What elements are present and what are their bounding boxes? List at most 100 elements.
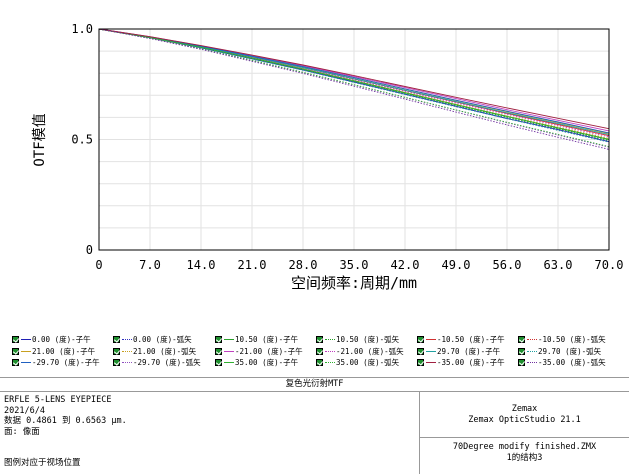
legend-item[interactable]: -29.70 (度)-弧矢 <box>113 357 201 368</box>
legend-item[interactable]: 0.00 (度)-弧矢 <box>113 334 192 345</box>
x-tick-label: 42.0 <box>391 258 420 272</box>
divider <box>419 437 629 438</box>
analysis-title: 复色光衍射MTF <box>0 378 629 392</box>
x-tick-label: 28.0 <box>289 258 318 272</box>
legend-label: 10.50 (度)-子午 <box>235 335 299 344</box>
legend: 0.00 (度)-子午 0.00 (度)-弧矢 10.50 (度)-子午 10.50 … <box>12 334 617 368</box>
legend-label: -10.50 (度)-弧矢 <box>538 335 606 344</box>
legend-item[interactable]: -10.50 (度)-弧矢 <box>518 334 606 345</box>
legend-label: -29.70 (度)-弧矢 <box>133 358 201 367</box>
series-line-15 <box>98 28 610 148</box>
series-line-11 <box>98 28 610 143</box>
legend-row: -29.70 (度)-子午 -29.70 (度)-弧矢 35.00 (度)-子午 35… <box>12 357 617 368</box>
checkbox-icon[interactable] <box>215 359 222 366</box>
checkbox-icon[interactable] <box>215 347 222 355</box>
legend-row: 21.00 (度)-子午 21.00 (度)-弧矢 -21.00 (度)-子午 -21… <box>12 346 617 357</box>
legend-swatch <box>325 350 335 352</box>
legend-swatch <box>527 362 537 363</box>
legend-swatch <box>325 339 335 340</box>
checkbox-icon[interactable] <box>113 347 120 355</box>
checkbox-icon[interactable] <box>113 336 120 343</box>
legend-label: 35.00 (度)-子午 <box>235 358 299 367</box>
legend-item[interactable]: 29.70 (度)-弧矢 <box>518 346 601 357</box>
divider <box>419 392 420 474</box>
checkbox-icon[interactable] <box>417 336 424 343</box>
legend-item[interactable]: 10.50 (度)-子午 <box>215 334 298 345</box>
legend-swatch <box>325 362 335 363</box>
checkbox-icon[interactable] <box>417 359 424 366</box>
legend-item[interactable]: 21.00 (度)-子午 <box>12 346 95 357</box>
legend-label: 0.00 (度)-子午 <box>32 335 91 344</box>
legend-swatch <box>122 350 132 352</box>
checkbox-icon[interactable] <box>113 359 120 366</box>
x-tick-label: 21.0 <box>238 258 267 272</box>
legend-label: 0.00 (度)-弧矢 <box>133 335 192 344</box>
checkbox-icon[interactable] <box>518 336 525 343</box>
info-right-top: Zemax Zemax OpticStudio 21.1 <box>420 404 629 426</box>
legend-swatch <box>122 362 132 363</box>
mtf-chart: 0 7.0 14.0 21.0 28.0 35.0 42.0 49.0 56.0 63.0 70.0… <box>32 22 623 292</box>
legend-item[interactable]: 21.00 (度)-弧矢 <box>113 346 196 357</box>
checkbox-icon[interactable] <box>12 347 19 355</box>
chart-series <box>98 28 610 150</box>
y-axis-title: OTF模值 <box>32 113 48 166</box>
series-line-14 <box>98 28 610 140</box>
legend-swatch <box>21 362 31 363</box>
series-line-16 <box>98 28 610 130</box>
legend-label: 21.00 (度)-弧矢 <box>133 346 197 356</box>
legend-item[interactable]: -21.00 (度)-弧矢 <box>316 346 404 357</box>
checkbox-icon[interactable] <box>316 347 323 355</box>
legend-item[interactable]: 29.70 (度)-子午 <box>417 346 500 357</box>
x-tick-label: 49.0 <box>442 258 471 272</box>
info-panel: 复色光衍射MTF ERFLE 5-LENS EYEPIECE 2021/6/4 … <box>0 377 629 474</box>
legend-item[interactable]: -29.70 (度)-子午 <box>12 357 100 368</box>
series-line-12 <box>98 28 610 134</box>
legend-swatch <box>426 339 436 340</box>
legend-swatch <box>224 362 234 363</box>
file-name: 70Degree modify finished.ZMX <box>452 442 597 452</box>
legend-label: -10.50 (度)-子午 <box>437 335 505 344</box>
legend-label: 35.00 (度)-弧矢 <box>336 358 400 367</box>
checkbox-icon[interactable] <box>12 336 19 343</box>
legend-item[interactable]: -35.00 (度)-子午 <box>417 357 505 368</box>
legend-item[interactable]: -35.00 (度)-弧矢 <box>518 357 606 368</box>
legend-item[interactable]: 10.50 (度)-弧矢 <box>316 334 399 345</box>
legend-swatch <box>21 339 31 340</box>
checkbox-icon[interactable] <box>518 347 525 355</box>
y-tick-label: 0.5 <box>71 133 93 147</box>
legend-item[interactable]: 35.00 (度)-子午 <box>215 357 298 368</box>
x-tick-label: 35.0 <box>340 258 369 272</box>
legend-swatch <box>527 339 537 340</box>
legend-swatch <box>426 350 436 352</box>
surface: 面: 像面 <box>4 426 40 437</box>
legend-swatch <box>224 339 234 340</box>
x-tick-label: 7.0 <box>139 258 161 272</box>
legend-swatch <box>21 350 31 352</box>
x-tick-label: 70.0 <box>595 258 624 272</box>
x-tick-label: 63.0 <box>544 258 573 272</box>
software-version: Zemax OpticStudio 21.1 <box>468 415 581 425</box>
y-tick-labels: 0 0.5 1.0 <box>71 22 93 257</box>
legend-label: -21.00 (度)-子午 <box>235 346 303 356</box>
legend-item[interactable]: 0.00 (度)-子午 <box>12 334 91 345</box>
checkbox-icon[interactable] <box>316 359 323 366</box>
checkbox-icon[interactable] <box>417 347 424 355</box>
legend-item[interactable]: 35.00 (度)-弧矢 <box>316 357 399 368</box>
x-tick-label: 14.0 <box>187 258 216 272</box>
checkbox-icon[interactable] <box>518 359 525 366</box>
info-right-bottom: 70Degree modify finished.ZMX 1的结构3 <box>420 442 629 464</box>
legend-row: 0.00 (度)-子午 0.00 (度)-弧矢 10.50 (度)-子午 10.50 … <box>12 334 617 345</box>
y-tick-label: 0 <box>86 243 93 257</box>
checkbox-icon[interactable] <box>12 359 19 366</box>
checkbox-icon[interactable] <box>215 336 222 343</box>
legend-label: 29.70 (度)-弧矢 <box>538 346 602 356</box>
wavelength-range: 数据 0.4861 到 0.6563 µm. <box>4 416 127 426</box>
x-tick-labels: 0 7.0 14.0 21.0 28.0 35.0 42.0 49.0 56.0 63.0 70.0 <box>95 258 623 272</box>
checkbox-icon[interactable] <box>316 336 323 343</box>
legend-item[interactable]: -10.50 (度)-子午 <box>417 334 505 345</box>
legend-item[interactable]: -21.00 (度)-子午 <box>215 346 303 357</box>
plot-frame <box>98 28 610 251</box>
y-tick-label: 1.0 <box>71 22 93 36</box>
x-tick-label: 0 <box>95 258 102 272</box>
legend-label: -29.70 (度)-子午 <box>32 358 100 367</box>
